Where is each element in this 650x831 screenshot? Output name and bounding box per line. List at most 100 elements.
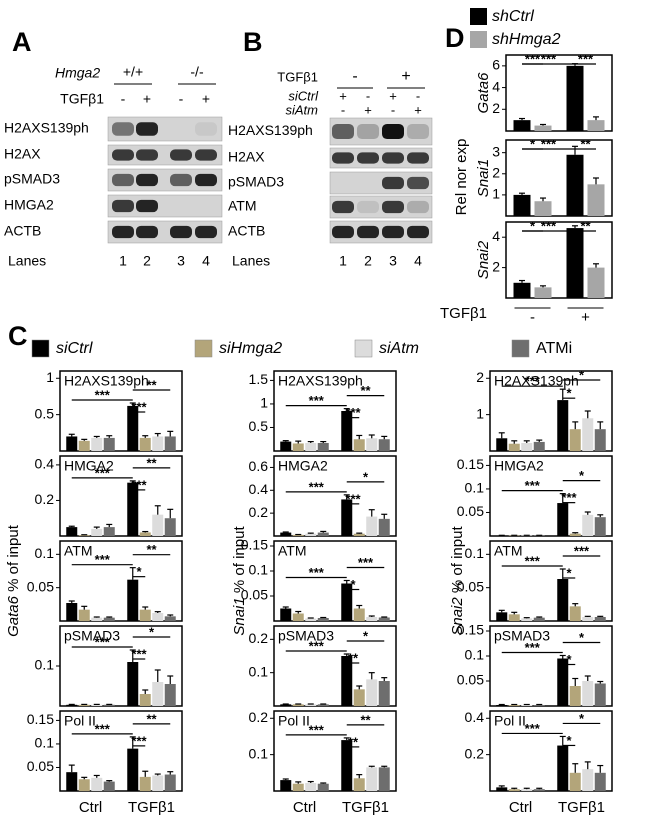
y-tick-label: 0.1 [249, 663, 269, 679]
bar [317, 532, 329, 536]
legend-label: siAtm [379, 340, 419, 357]
bar [594, 429, 606, 451]
bar [78, 609, 90, 621]
blot-band [332, 225, 354, 239]
bar [534, 287, 552, 298]
y-tick-label: 0.2 [249, 504, 269, 520]
bar [292, 613, 304, 621]
bar [366, 767, 378, 791]
bar [366, 617, 378, 621]
x-tick-label: Ctrl [79, 799, 102, 816]
bar [317, 704, 329, 706]
blot-strip [107, 194, 223, 218]
plot-frame [489, 710, 613, 792]
significance-label: *** [561, 490, 577, 505]
significance-label: * [579, 367, 585, 382]
blot-row-label: H2AX [228, 149, 265, 165]
bar [557, 579, 569, 621]
bar [280, 532, 292, 536]
sirna-label: siCtrl [288, 88, 319, 103]
significance-label: ** [360, 712, 371, 727]
significance-label: *** [131, 646, 147, 661]
significance-label: *** [541, 136, 557, 151]
bar [127, 482, 139, 536]
significance-label: * [579, 711, 585, 726]
bar [127, 405, 139, 451]
bar [582, 769, 594, 791]
unit: % of input [231, 526, 248, 594]
bar [91, 704, 103, 706]
significance-label: * [363, 628, 369, 643]
blot-band [195, 225, 217, 239]
bar [569, 429, 581, 451]
bar [164, 616, 176, 621]
y-axis-label: Gata6 % of input [5, 524, 22, 637]
bar [66, 603, 78, 621]
bar [569, 772, 581, 791]
lane-number: 1 [119, 253, 127, 269]
bar [582, 418, 594, 451]
bar [164, 518, 176, 536]
blot-band [382, 123, 404, 140]
bar [91, 528, 103, 536]
y-tick-label: 0.1 [35, 735, 55, 751]
bar [566, 228, 584, 298]
blot-band [136, 199, 158, 213]
legend-swatch [511, 339, 530, 358]
y-tick-label: 0.1 [465, 480, 485, 496]
chart-title: pSMAD3 [494, 628, 550, 644]
bar [508, 443, 520, 451]
significance-label: *** [309, 722, 325, 737]
significance-label: *** [95, 721, 111, 736]
bar [152, 436, 164, 451]
y-tick-label: 0.1 [35, 545, 55, 561]
y-tick-label: 0.05 [457, 672, 484, 688]
plot-frame [489, 370, 613, 452]
bar [103, 437, 115, 451]
significance-label: *** [574, 543, 590, 558]
gene: Snai1 [231, 597, 248, 635]
bar [569, 533, 581, 536]
significance-label: *** [309, 393, 325, 408]
bar [582, 617, 594, 621]
lanes-label: Lanes [232, 253, 270, 269]
y-tick-label: 0.05 [241, 587, 268, 603]
bar [127, 662, 139, 706]
significance-label: * [566, 652, 572, 667]
significance-label: *** [578, 51, 594, 66]
y-tick-label: 1 [46, 369, 54, 385]
bar [91, 437, 103, 451]
blot-band [112, 149, 134, 161]
y-axis-label: Rel nor exp [453, 139, 470, 216]
chart-title: Pol II [494, 713, 526, 729]
blot-strip [329, 195, 433, 219]
significance-label: *** [345, 405, 361, 420]
bar [569, 686, 581, 706]
bar [378, 439, 390, 451]
bar [378, 518, 390, 536]
bar [378, 617, 390, 621]
bar [587, 184, 605, 216]
lane-number: 2 [364, 253, 372, 269]
plot-frame [489, 625, 613, 707]
y-tick-label: 0.2 [249, 709, 269, 725]
significance-label: ** [580, 136, 591, 151]
group: +/+ [123, 64, 143, 80]
bar [582, 681, 594, 706]
bar [127, 579, 139, 621]
y-tick-label: 6 [492, 57, 500, 73]
blot-row-label: H2AXS139ph [4, 120, 89, 136]
sirna-sign: - [341, 102, 345, 117]
bar [569, 606, 581, 621]
legend-label: siHmga2 [219, 340, 282, 357]
chart-title: ATM [278, 543, 307, 559]
bar [78, 704, 90, 706]
bar [164, 436, 176, 451]
y-tick-label: 0.6 [249, 458, 269, 474]
blot-band [112, 122, 134, 136]
blot-row-label: ACTB [228, 223, 265, 239]
bar [152, 514, 164, 536]
blot-band [407, 123, 429, 140]
unit: % of input [449, 526, 466, 594]
